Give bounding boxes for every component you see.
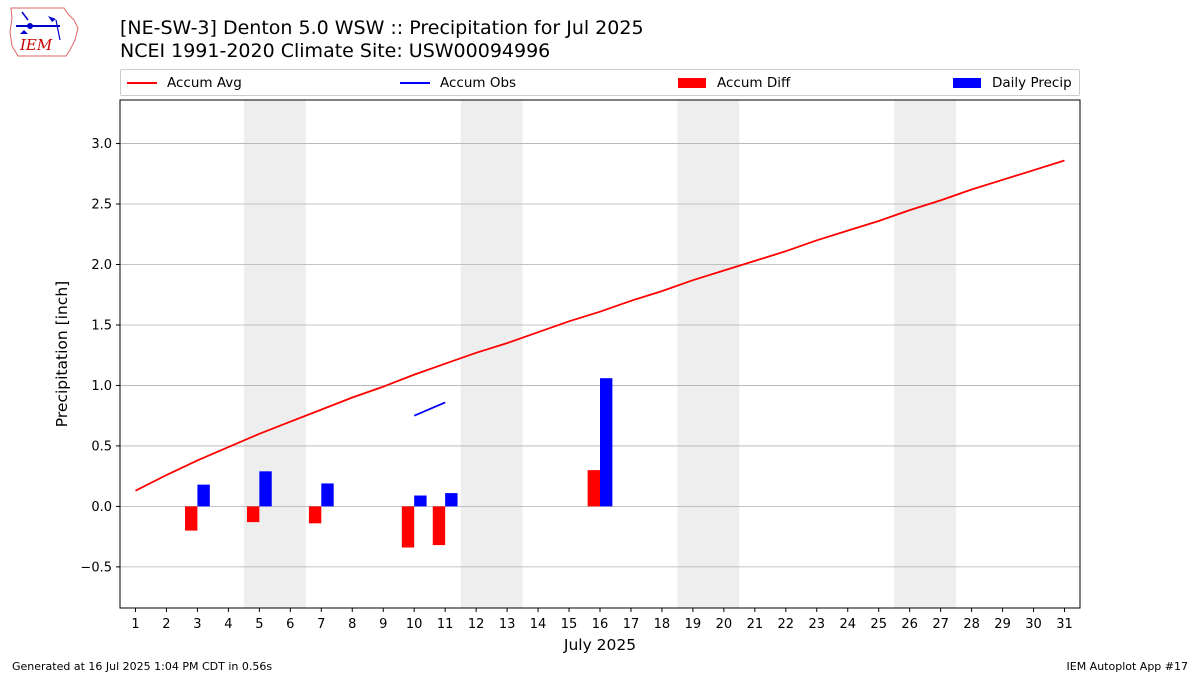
legend-label-accum-obs: Accum Obs [440, 74, 517, 91]
y-tick-label: 2.0 [91, 258, 112, 273]
x-tick-label: 7 [317, 617, 325, 632]
legend-swatch-daily-precip [953, 77, 981, 88]
x-tick-label: 5 [255, 617, 263, 632]
y-tick-label: 3.0 [91, 137, 112, 152]
accum-diff-bar [432, 506, 446, 546]
chart-legend: Accum Avg Accum Obs Accum Diff Daily Pre… [120, 69, 1080, 96]
x-tick-label: 30 [1025, 617, 1042, 632]
x-tick-label: 26 [901, 617, 918, 632]
accum-diff-bar [246, 506, 260, 523]
logo-text: IEM [19, 36, 53, 54]
legend-swatch-accum-obs [400, 81, 430, 84]
legend-label-accum-diff: Accum Diff [717, 74, 791, 91]
x-tick-label: 12 [468, 617, 485, 632]
x-tick-label: 29 [994, 617, 1011, 632]
x-tick-label: 19 [685, 617, 702, 632]
daily-precip-bar [259, 471, 272, 507]
x-tick-label: 14 [530, 617, 547, 632]
x-tick-label: 25 [870, 617, 887, 632]
accum-diff-bar [401, 506, 415, 548]
x-tick-label: 17 [623, 617, 640, 632]
x-tick-label: 6 [286, 617, 294, 632]
y-tick-label: 2.5 [91, 198, 112, 213]
x-tick-label: 10 [406, 617, 423, 632]
legend-swatch-accum-avg [127, 81, 157, 84]
daily-precip-bar [600, 378, 613, 507]
weekend-band [460, 100, 523, 608]
x-tick-label: 18 [654, 617, 671, 632]
weekend-band [894, 100, 957, 608]
legend-entry-accum-avg: Accum Avg [127, 70, 242, 95]
accum-diff-bar [308, 506, 322, 524]
accum-obs-line [413, 401, 446, 417]
chart-title: [NE-SW-3] Denton 5.0 WSW :: Precipitatio… [120, 17, 644, 39]
accum-diff-bar [185, 506, 198, 531]
y-tick-label: 1.0 [91, 379, 112, 394]
x-tick-label: 27 [932, 617, 949, 632]
x-tick-label: 23 [809, 617, 826, 632]
x-tick-label: 28 [963, 617, 980, 632]
y-tick-label: 0.0 [91, 500, 112, 515]
chart-subtitle: NCEI 1991-2020 Climate Site: USW00094996 [120, 40, 551, 62]
x-tick-label: 24 [839, 617, 856, 632]
x-tick-label: 2 [162, 617, 170, 632]
x-tick-label: 9 [379, 617, 387, 632]
generated-timestamp: Generated at 16 Jul 2025 1:04 PM CDT in … [12, 660, 273, 673]
x-tick-label: 3 [193, 617, 201, 632]
legend-entry-daily-precip: Daily Precip [953, 70, 1072, 95]
x-tick-label: 21 [747, 617, 764, 632]
accum-avg-line [135, 159, 1065, 492]
app-label: IEM Autoplot App #17 [1066, 660, 1189, 673]
daily-precip-bar [445, 493, 458, 507]
y-tick-label: 1.5 [91, 318, 112, 333]
legend-label-accum-avg: Accum Avg [167, 74, 242, 91]
y-axis-label: Precipitation [inch] [53, 281, 71, 427]
weekend-band [677, 100, 740, 608]
accum-diff-bar [587, 470, 600, 507]
x-tick-label: 8 [348, 617, 356, 632]
legend-entry-accum-diff: Accum Diff [678, 70, 790, 95]
legend-entry-accum-obs: Accum Obs [400, 70, 516, 95]
daily-precip-bar [321, 483, 334, 507]
x-tick-label: 16 [592, 617, 609, 632]
legend-swatch-accum-diff [678, 77, 706, 88]
x-tick-label: 11 [437, 617, 454, 632]
x-tick-label: 4 [224, 617, 232, 632]
x-tick-label: 13 [499, 617, 516, 632]
daily-precip-bar [414, 495, 427, 507]
x-tick-label: 22 [778, 617, 795, 632]
x-axis-label: July 2025 [563, 636, 636, 654]
legend-label-daily-precip: Daily Precip [992, 74, 1072, 91]
x-tick-label: 20 [716, 617, 733, 632]
plot-frame [119, 99, 1081, 609]
weekend-band [243, 100, 306, 608]
x-tick-label: 15 [561, 617, 578, 632]
y-tick-label: −0.5 [80, 560, 112, 575]
x-tick-label: 1 [131, 617, 139, 632]
iem-logo: IEM [8, 6, 80, 60]
x-tick-label: 31 [1056, 617, 1073, 632]
daily-precip-bar [197, 484, 210, 507]
y-tick-label: 0.5 [91, 439, 112, 454]
